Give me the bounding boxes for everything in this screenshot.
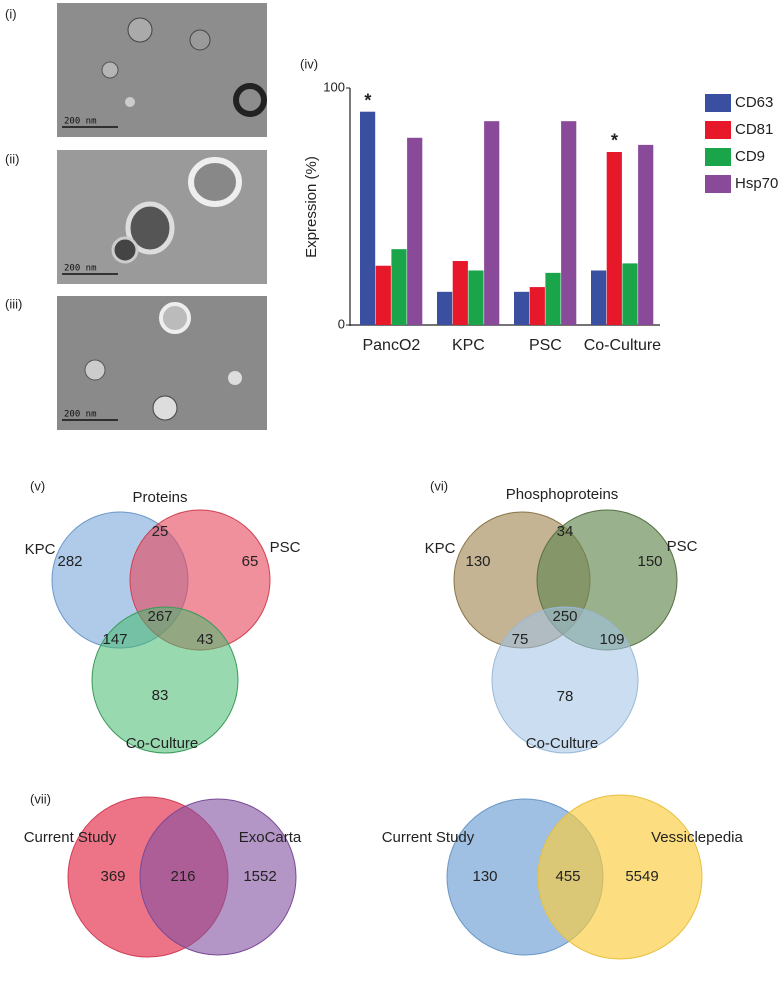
region-count: 282 [57,553,82,570]
x-tick-label: Co-Culture [584,337,661,354]
y-tick-label: 100 [323,79,345,94]
vesicle [125,97,135,107]
bar [606,151,622,325]
panel-label: (ii) [5,151,19,166]
region-count: 65 [242,553,259,570]
x-tick-label: PancO2 [362,337,420,354]
bar-chart: (iv) Expression (%) 0 100 PancO2 KPC PSC Co-C… [300,56,778,354]
set-label: Current Study [24,829,117,846]
bar [545,272,561,325]
vesicle [125,201,175,255]
region-count: 130 [472,868,497,885]
region-count: 34 [557,523,574,540]
set-label: KPC [425,540,456,557]
venn-circle [139,798,297,956]
region-count: 147 [102,631,127,648]
legend-label: CD81 [735,121,773,138]
panel-label: (vi) [430,478,448,493]
region-count: 130 [465,553,490,570]
legend-swatch [705,94,731,112]
vesicle [189,29,211,51]
bar [437,291,453,325]
bar [407,137,423,325]
panel-label: (iv) [300,56,318,71]
annotation: * [364,90,371,110]
bar [591,270,607,325]
vesicle [228,371,242,385]
region-count: 1552 [243,868,276,885]
bar [561,121,577,326]
set-label: KPC [25,541,56,558]
panel-label: (iii) [5,296,22,311]
x-tick-label: KPC [452,337,485,354]
panel-label: (vii) [30,791,51,806]
annotation: * [611,131,618,151]
scale-bar-label: 200 nm [64,264,97,274]
legend-swatch [705,148,731,166]
region-count: 455 [555,868,580,885]
venn-comparisons: (vii) Current Study ExoCarta 369 216 155… [24,791,744,960]
region-count: 109 [599,631,624,648]
venn-title: Phosphoproteins [506,486,619,503]
bar [638,144,654,325]
venn-phosphoproteins: (vi) Phosphoproteins KPC PSC Co-Culture … [425,478,698,754]
region-count: 369 [100,868,125,885]
vesicle [152,395,178,421]
region-count: 250 [552,608,577,625]
set-label: PSC [270,539,301,556]
venn-circle [491,606,639,754]
legend-label: CD63 [735,94,773,111]
bar [360,111,376,325]
region-count: 267 [147,608,172,625]
vesicle [84,359,106,381]
bar [484,121,500,326]
y-axis-label: Expression (%) [303,156,320,258]
region-count: 25 [152,523,169,540]
venn-circle [91,606,239,754]
vesicle [101,61,119,79]
scale-bar-label: 200 nm [64,117,97,127]
region-count: 5549 [625,868,658,885]
x-tick-label: PSC [529,337,562,354]
micrograph-panels: (i) 200 nm (ii) 200 nm (iii) 200 nm [5,3,267,430]
set-label: ExoCarta [239,829,302,846]
bar [468,270,484,325]
micrograph [57,3,267,137]
region-count: 83 [152,687,169,704]
bar [391,249,407,325]
set-label: Vessiclepedia [651,829,743,846]
venn-title: Proteins [132,489,187,506]
venn-proteins: (v) Proteins KPC PSC Co-Culture 282 25 6… [25,478,301,754]
y-tick-label: 0 [338,316,345,331]
set-label: Co-Culture [526,735,599,752]
vesicle [188,157,242,207]
legend-label: CD9 [735,148,765,165]
venn-circle [537,794,703,960]
bar [452,261,468,325]
bar [375,265,391,325]
vesicle [159,302,191,334]
vesicle [127,17,153,43]
bar [529,287,545,325]
region-count: 75 [512,631,529,648]
bar [514,291,530,325]
panel-label: (v) [30,478,45,493]
scale-bar-label: 200 nm [64,410,97,420]
set-label: PSC [667,538,698,555]
panel-label: (i) [5,6,17,21]
set-label: Co-Culture [126,735,199,752]
legend-swatch [705,121,731,139]
vesicle [111,236,139,264]
legend-swatch [705,175,731,193]
region-count: 216 [170,868,195,885]
region-count: 43 [197,631,214,648]
region-count: 78 [557,688,574,705]
vesicle [233,83,267,117]
set-label: Current Study [382,829,475,846]
region-count: 150 [637,553,662,570]
bar [622,263,638,325]
legend-label: Hsp70 [735,175,778,192]
